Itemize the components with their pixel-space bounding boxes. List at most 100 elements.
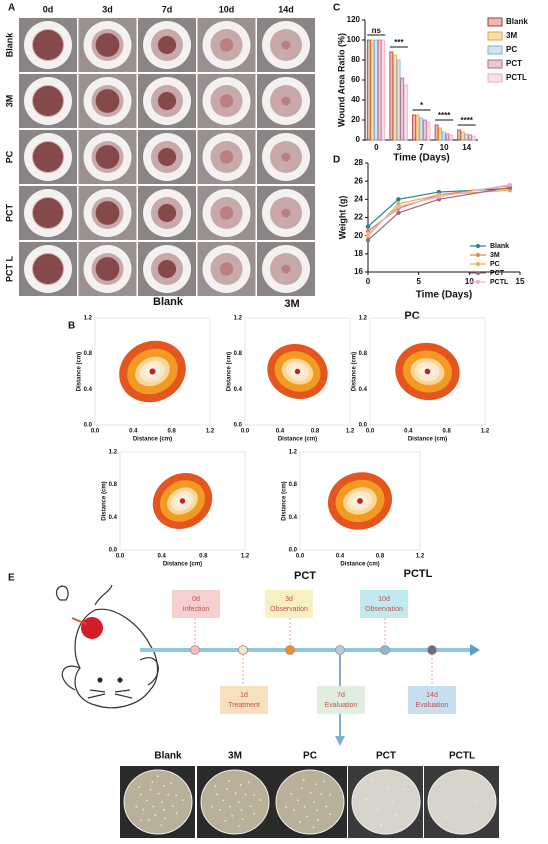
colony — [156, 775, 159, 778]
plot-frame — [244, 317, 351, 426]
photo-wound — [281, 40, 291, 50]
column-label: 0d — [43, 4, 54, 14]
y-axis-title: Distance (cm) — [352, 352, 358, 391]
plot-title: PCT — [294, 570, 316, 582]
contour-core — [149, 368, 156, 375]
y-tick-label: 0.0 — [109, 548, 118, 554]
panel-label: E — [8, 573, 15, 584]
timeline-node — [380, 645, 390, 655]
colony — [312, 826, 315, 829]
panel-label: B — [68, 321, 75, 332]
y-tick-label: 20 — [354, 231, 363, 240]
significance-label: ns — [372, 26, 382, 35]
colony — [237, 825, 240, 828]
photo-wound — [95, 257, 120, 281]
y-tick-label: 18 — [354, 249, 363, 258]
event-box — [408, 686, 456, 714]
colony — [224, 819, 227, 822]
photo-wound — [219, 94, 234, 108]
contour-core — [294, 368, 301, 375]
colony — [231, 814, 234, 817]
x-axis-title: Distance (cm) — [163, 562, 202, 568]
x-tick-label: 0.4 — [276, 429, 285, 435]
colony — [149, 788, 152, 791]
y-tick-label: 0.4 — [359, 387, 368, 393]
bar — [468, 134, 472, 141]
colony — [380, 824, 383, 826]
event-day: 1d — [240, 692, 248, 699]
colony — [244, 793, 247, 796]
plot-title: PCTL — [404, 568, 433, 580]
colony — [391, 801, 394, 803]
plate-label: PC — [303, 751, 317, 762]
colony — [293, 809, 296, 812]
colony — [317, 819, 319, 821]
bar — [426, 121, 431, 141]
photo-wound — [219, 150, 234, 164]
y-tick-label: 1.2 — [109, 450, 118, 456]
colony — [218, 809, 221, 811]
photo-wound — [281, 208, 291, 218]
legend-swatch — [487, 17, 503, 27]
row-label: 3M — [4, 95, 14, 108]
significance-label: *** — [394, 38, 404, 47]
y-tick-label: 1.2 — [234, 316, 243, 322]
y-tick-label: 22 — [354, 213, 363, 222]
bar — [396, 59, 401, 141]
event-day: 10d — [378, 596, 390, 603]
y-tick-label: 0 — [356, 135, 361, 144]
colony — [152, 805, 155, 808]
bar — [403, 84, 408, 141]
photo-wound — [281, 96, 291, 106]
x-tick-label: 5 — [416, 277, 421, 286]
colony — [371, 779, 374, 782]
colony — [160, 801, 163, 803]
colony — [229, 805, 231, 808]
colony — [216, 793, 218, 796]
colony — [299, 820, 301, 823]
colony — [474, 801, 476, 803]
colony — [142, 808, 145, 811]
event-box — [265, 590, 313, 618]
bar — [449, 134, 453, 141]
event-box — [220, 686, 268, 714]
event-day: 7d — [337, 692, 345, 699]
colony — [402, 788, 405, 791]
colony — [300, 787, 303, 790]
colony — [163, 808, 166, 811]
colony — [313, 801, 316, 803]
panel-label: D — [333, 155, 340, 166]
y-axis-title: Wound Area Ratio (%) — [336, 33, 346, 127]
contour — [395, 342, 460, 401]
bar — [377, 39, 382, 141]
x-tick-label: 0 — [366, 277, 371, 286]
legend-marker — [476, 271, 480, 275]
colony — [214, 785, 217, 788]
contour-core — [179, 498, 186, 504]
event-name: Observation — [365, 606, 403, 613]
colony — [157, 792, 160, 795]
legend-swatch — [487, 31, 503, 41]
photo-wound — [219, 38, 234, 52]
row-label: Blank — [4, 32, 14, 58]
x-tick-label: 0 — [374, 143, 379, 152]
y-tick-label: 0.8 — [84, 351, 93, 357]
plot-frame — [94, 317, 211, 426]
contour — [327, 472, 393, 530]
legend-label: PC — [490, 261, 500, 268]
y-tick-label: 0.0 — [84, 423, 93, 429]
legend-label: PC — [506, 45, 517, 54]
colony — [211, 805, 214, 808]
colony — [151, 781, 154, 783]
row-label: PC — [4, 150, 14, 163]
y-tick-label: 0.4 — [84, 387, 93, 393]
y-axis-title: Weight (g) — [337, 196, 347, 240]
photo-wound — [157, 203, 177, 223]
y-axis-title: Distance (cm) — [102, 481, 108, 520]
event-name: Evaluation — [325, 702, 358, 709]
x-axis-title: Distance (cm) — [408, 437, 447, 443]
colony — [240, 784, 242, 786]
bar — [374, 39, 378, 141]
contour — [152, 473, 213, 529]
column-label: 10d — [219, 4, 235, 14]
